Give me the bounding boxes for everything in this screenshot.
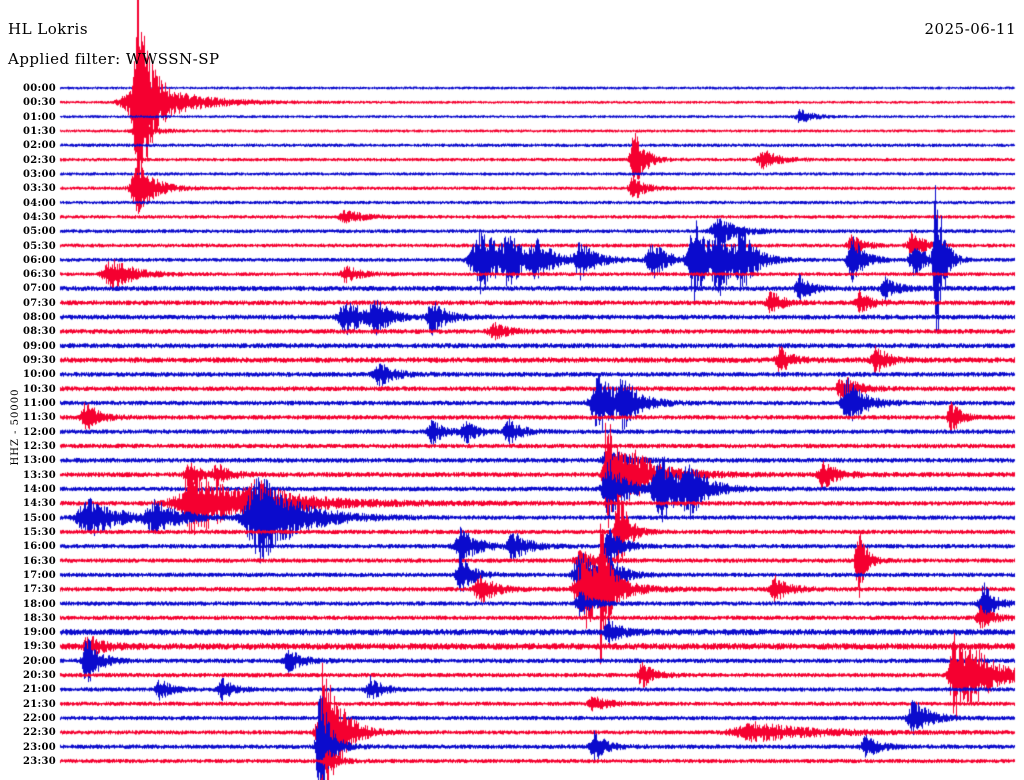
- time-label: 21:30: [22, 698, 56, 710]
- time-label: 02:00: [22, 140, 56, 152]
- time-label: 01:30: [22, 125, 56, 137]
- time-label: 10:30: [22, 383, 56, 395]
- time-label: 12:00: [22, 426, 56, 438]
- time-label: 15:30: [22, 526, 56, 538]
- time-label: 08:30: [22, 326, 56, 338]
- time-label: 16:00: [22, 541, 56, 553]
- filter-label: Applied filter: WWSSN-SP: [8, 50, 220, 68]
- time-label: 20:30: [22, 670, 56, 682]
- time-label: 13:30: [22, 469, 56, 481]
- time-label: 07:30: [22, 297, 56, 309]
- time-label: 15:00: [22, 512, 56, 524]
- time-label: 23:30: [22, 756, 56, 768]
- time-label: 17:00: [22, 569, 56, 581]
- time-label: 05:00: [22, 226, 56, 238]
- time-axis: 00:00 00:30 01:00 01:30 02:00 02:30 03:00 03:30…: [0, 0, 58, 780]
- time-label: 07:00: [22, 283, 56, 295]
- time-label: 09:30: [22, 355, 56, 367]
- time-label: 06:00: [22, 254, 56, 266]
- time-label: 14:30: [22, 498, 56, 510]
- time-label: 03:30: [22, 183, 56, 195]
- time-label: 01:00: [22, 111, 56, 123]
- time-label: 16:30: [22, 555, 56, 567]
- time-label: 00:30: [22, 97, 56, 109]
- time-label: 20:00: [22, 655, 56, 667]
- time-label: 06:30: [22, 269, 56, 281]
- time-label: 04:30: [22, 211, 56, 223]
- station-name: HL Lokris: [8, 20, 89, 38]
- time-label: 11:30: [22, 412, 56, 424]
- time-label: 04:00: [22, 197, 56, 209]
- time-label: 00:00: [22, 83, 56, 94]
- time-label: 23:00: [22, 741, 56, 753]
- date-label: 2025-06-11: [924, 20, 1016, 38]
- time-label: 19:30: [22, 641, 56, 653]
- time-label: 11:00: [22, 398, 56, 410]
- time-label: 05:30: [22, 240, 56, 252]
- time-label: 08:00: [22, 312, 56, 324]
- time-label: 22:30: [22, 727, 56, 739]
- time-label: 13:00: [22, 455, 56, 467]
- time-label: 19:00: [22, 627, 56, 639]
- time-label: 03:00: [22, 168, 56, 180]
- time-label: 02:30: [22, 154, 56, 166]
- time-label: 14:00: [22, 483, 56, 495]
- time-label: 21:00: [22, 684, 56, 696]
- time-label: 12:30: [22, 441, 56, 452]
- time-label: 18:30: [22, 612, 56, 624]
- time-label: 22:00: [22, 713, 56, 725]
- time-label: 10:00: [22, 369, 56, 381]
- time-label: 09:00: [22, 340, 56, 352]
- time-label: 17:30: [22, 584, 56, 596]
- time-label: 18:00: [22, 598, 56, 610]
